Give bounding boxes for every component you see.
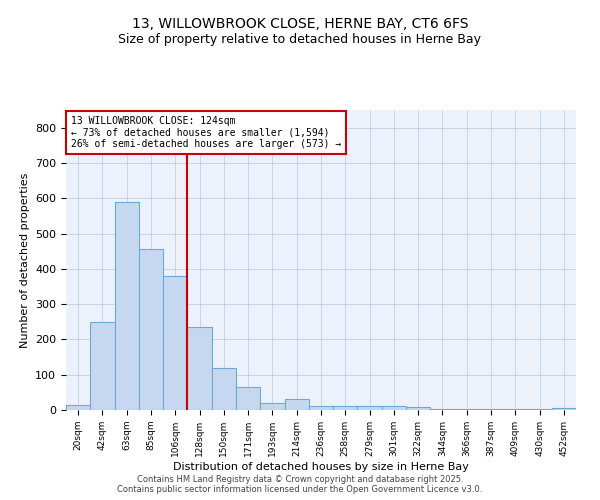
Y-axis label: Number of detached properties: Number of detached properties xyxy=(20,172,29,348)
Bar xyxy=(187,327,212,410)
Text: Size of property relative to detached houses in Herne Bay: Size of property relative to detached ho… xyxy=(119,32,482,46)
Bar xyxy=(90,322,115,410)
Text: 13 WILLOWBROOK CLOSE: 124sqm
← 73% of detached houses are smaller (1,594)
26% of: 13 WILLOWBROOK CLOSE: 124sqm ← 73% of de… xyxy=(71,116,341,149)
Bar xyxy=(479,409,503,410)
Bar xyxy=(382,406,406,410)
Bar xyxy=(163,276,187,410)
Bar xyxy=(260,403,284,410)
Bar xyxy=(66,404,90,410)
X-axis label: Distribution of detached houses by size in Herne Bay: Distribution of detached houses by size … xyxy=(173,462,469,471)
Text: Contains public sector information licensed under the Open Government Licence v3: Contains public sector information licen… xyxy=(118,485,482,494)
Bar xyxy=(115,202,139,410)
Bar xyxy=(358,406,382,410)
Bar xyxy=(503,409,527,410)
Bar xyxy=(552,408,576,410)
Bar xyxy=(406,407,430,410)
Bar xyxy=(309,406,333,410)
Bar xyxy=(527,409,552,410)
Bar xyxy=(236,387,260,410)
Bar xyxy=(333,406,358,410)
Bar xyxy=(139,250,163,410)
Text: 13, WILLOWBROOK CLOSE, HERNE BAY, CT6 6FS: 13, WILLOWBROOK CLOSE, HERNE BAY, CT6 6F… xyxy=(132,18,468,32)
Bar xyxy=(455,409,479,410)
Bar xyxy=(430,409,455,410)
Text: Contains HM Land Registry data © Crown copyright and database right 2025.: Contains HM Land Registry data © Crown c… xyxy=(137,475,463,484)
Bar xyxy=(212,368,236,410)
Bar xyxy=(284,400,309,410)
